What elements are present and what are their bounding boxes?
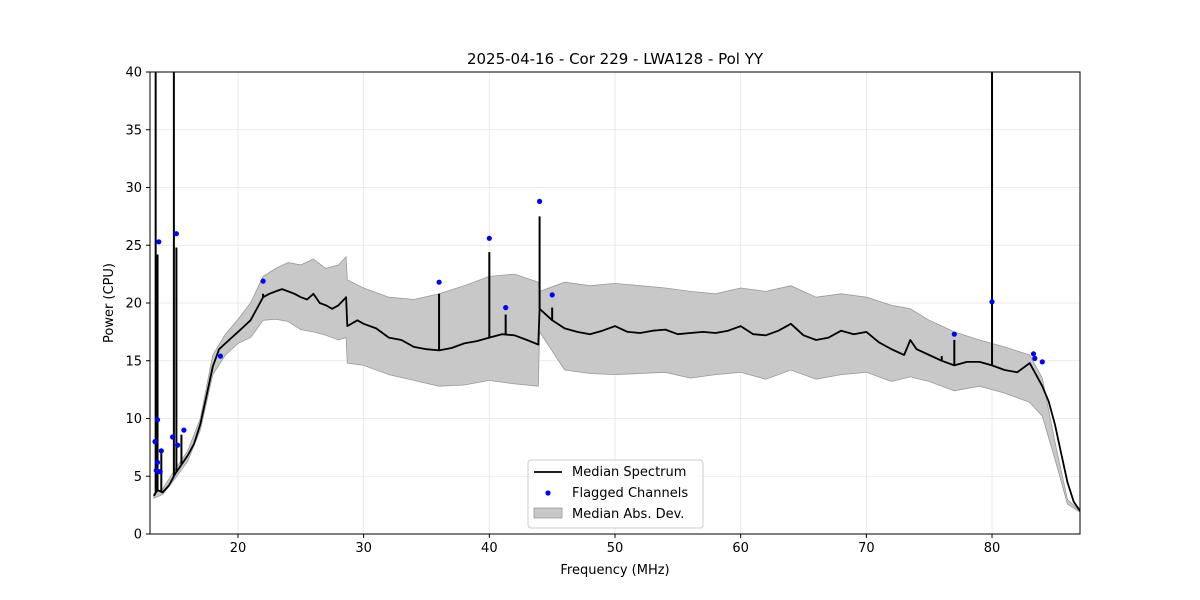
legend: Median Spectrum Flagged Channels Median …	[527, 459, 704, 529]
flagged-channel-point	[157, 469, 163, 475]
legend-label-flagged: Flagged Channels	[572, 486, 688, 501]
x-tick-label: 70	[858, 541, 875, 556]
flagged-channel-point	[154, 417, 161, 423]
y-tick-label: 15	[125, 354, 142, 369]
y-tick-label: 30	[125, 181, 142, 196]
x-tick-label: 80	[984, 541, 1001, 556]
axes: 20 30 40 50 60 70 80 0 5 10 15 20 25 30 35 40	[125, 66, 1000, 557]
plot-area	[152, 72, 1080, 513]
flagged-channel-point	[549, 292, 555, 298]
flagged-channel-point	[1032, 355, 1038, 361]
y-tick-label: 10	[125, 412, 142, 427]
x-tick-label: 20	[230, 541, 247, 556]
y-axis-label: Power (CPU)	[102, 263, 117, 343]
flagged-channel-point	[1039, 359, 1045, 365]
flagged-channel-point	[175, 442, 181, 448]
flagged-channel-point	[181, 427, 187, 433]
x-tick-label: 60	[732, 541, 749, 556]
legend-marker-flagged	[545, 490, 551, 496]
x-axis-label: Frequency (MHz)	[560, 563, 669, 578]
flagged-channel-point	[173, 231, 179, 237]
y-tick-label: 20	[125, 297, 142, 312]
flagged-channel-point	[260, 278, 266, 284]
flagged-channel-point	[951, 331, 957, 337]
flagged-channel-point	[486, 235, 492, 241]
y-tick-label: 25	[125, 239, 142, 254]
mad-band	[153, 255, 1080, 513]
flagged-channel-point	[436, 279, 442, 285]
flagged-channel-point	[217, 353, 223, 359]
flagged-channel-point	[158, 448, 164, 454]
x-tick-label: 50	[607, 541, 624, 556]
legend-swatch-mad	[533, 507, 563, 519]
legend-box	[527, 459, 704, 529]
flagged-channel-point	[989, 299, 995, 305]
x-tick-label: 40	[481, 541, 498, 556]
y-tick-label: 5	[134, 470, 142, 485]
x-tick-label: 30	[355, 541, 372, 556]
flagged-channel-point	[170, 434, 176, 440]
median-spectrum-line	[153, 288, 1080, 512]
flagged-channel-point	[1030, 351, 1037, 357]
y-tick-label: 35	[125, 123, 142, 138]
flagged-channel-point	[503, 305, 509, 311]
legend-label-median: Median Spectrum	[572, 465, 686, 480]
flagged-channel-point	[154, 459, 161, 465]
legend-label-mad: Median Abs. Dev.	[572, 507, 684, 522]
y-tick-label: 40	[125, 66, 142, 81]
flagged-channel-point	[537, 198, 543, 204]
chart-title: 2025-04-16 - Cor 229 - LWA128 - Pol YY	[467, 50, 764, 68]
flagged-channel-point	[152, 439, 158, 445]
flagged-channel-point	[156, 239, 162, 245]
y-tick-label: 0	[134, 528, 142, 543]
